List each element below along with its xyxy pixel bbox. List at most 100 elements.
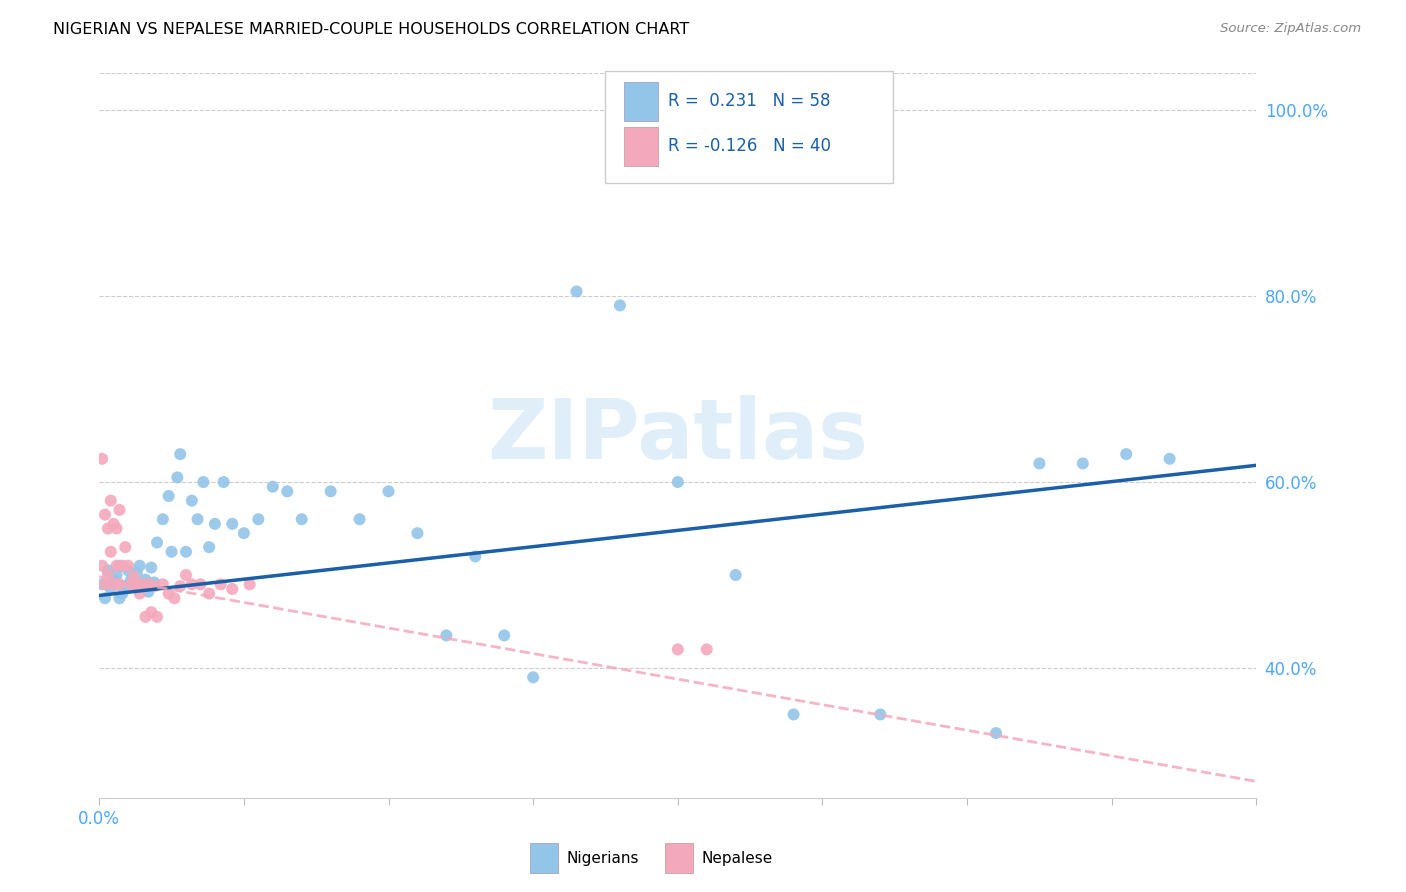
Point [247,512,270,526]
Point [319,484,342,499]
Text: Source: ZipAtlas.com: Source: ZipAtlas.com [1220,22,1361,36]
Point [108,577,131,591]
Point [143,579,166,593]
Point [105,522,128,536]
Point [565,285,588,299]
Point [111,586,134,600]
Text: Nepalese: Nepalese [702,851,773,865]
Point [180,493,202,508]
Point [198,586,221,600]
Point [94,577,117,591]
Point [157,489,180,503]
Point [696,642,718,657]
Text: NIGERIAN VS NEPALESE MARRIED-COUPLE HOUSEHOLDS CORRELATION CHART: NIGERIAN VS NEPALESE MARRIED-COUPLE HOUS… [53,22,690,37]
Point [143,575,166,590]
Point [464,549,486,564]
Point [180,577,202,591]
Point [221,516,243,531]
Point [131,577,153,591]
Point [1159,451,1181,466]
Point [152,577,174,591]
Point [141,605,163,619]
Point [146,610,169,624]
Point [232,526,254,541]
Point [120,577,142,591]
Point [105,568,128,582]
Point [869,707,891,722]
Point [91,558,114,573]
Point [100,582,122,596]
Point [100,545,122,559]
Point [91,577,114,591]
Point [163,591,186,606]
Point [609,298,631,312]
Text: R = -0.126   N = 40: R = -0.126 N = 40 [668,137,831,155]
Point [117,558,139,573]
Point [103,516,125,531]
Point [276,484,298,499]
Point [782,707,804,722]
Point [190,577,212,591]
Point [262,480,284,494]
Point [94,508,117,522]
Point [134,610,156,624]
Point [108,503,131,517]
Point [108,591,131,606]
Point [111,558,134,573]
Point [193,475,215,489]
Point [94,591,117,606]
Text: ZIPatlas: ZIPatlas [488,395,869,476]
Point [434,628,457,642]
Point [114,540,136,554]
Point [138,584,160,599]
Point [666,475,689,489]
Point [128,558,150,573]
Point [209,577,232,591]
Point [212,475,235,489]
Point [522,670,544,684]
Point [157,586,180,600]
Point [984,726,1007,740]
Point [146,535,169,549]
Point [97,522,120,536]
Point [166,470,188,484]
Point [122,570,145,584]
Point [1071,457,1094,471]
Text: Nigerians: Nigerians [567,851,640,865]
Point [120,573,142,587]
Point [134,573,156,587]
Point [114,579,136,593]
Point [1028,457,1050,471]
Point [105,558,128,573]
Point [204,516,226,531]
Point [141,560,163,574]
Point [406,526,429,541]
Point [174,545,197,559]
Point [169,447,191,461]
Point [138,577,160,591]
Point [239,577,262,591]
Point [125,577,148,591]
Point [187,512,209,526]
Point [169,579,191,593]
Point [97,568,120,582]
Point [103,573,125,587]
Point [117,563,139,577]
Point [349,512,371,526]
Point [103,577,125,591]
Point [198,540,221,554]
Point [100,493,122,508]
Point [291,512,314,526]
Text: R =  0.231   N = 58: R = 0.231 N = 58 [668,92,831,111]
Point [174,568,197,582]
Point [91,451,114,466]
Point [152,512,174,526]
Point [724,568,747,582]
Point [494,628,516,642]
Point [97,563,120,577]
Point [108,558,131,573]
Point [122,579,145,593]
Point [1115,447,1137,461]
Point [160,545,183,559]
Y-axis label: Married-couple Households: Married-couple Households [0,331,7,540]
